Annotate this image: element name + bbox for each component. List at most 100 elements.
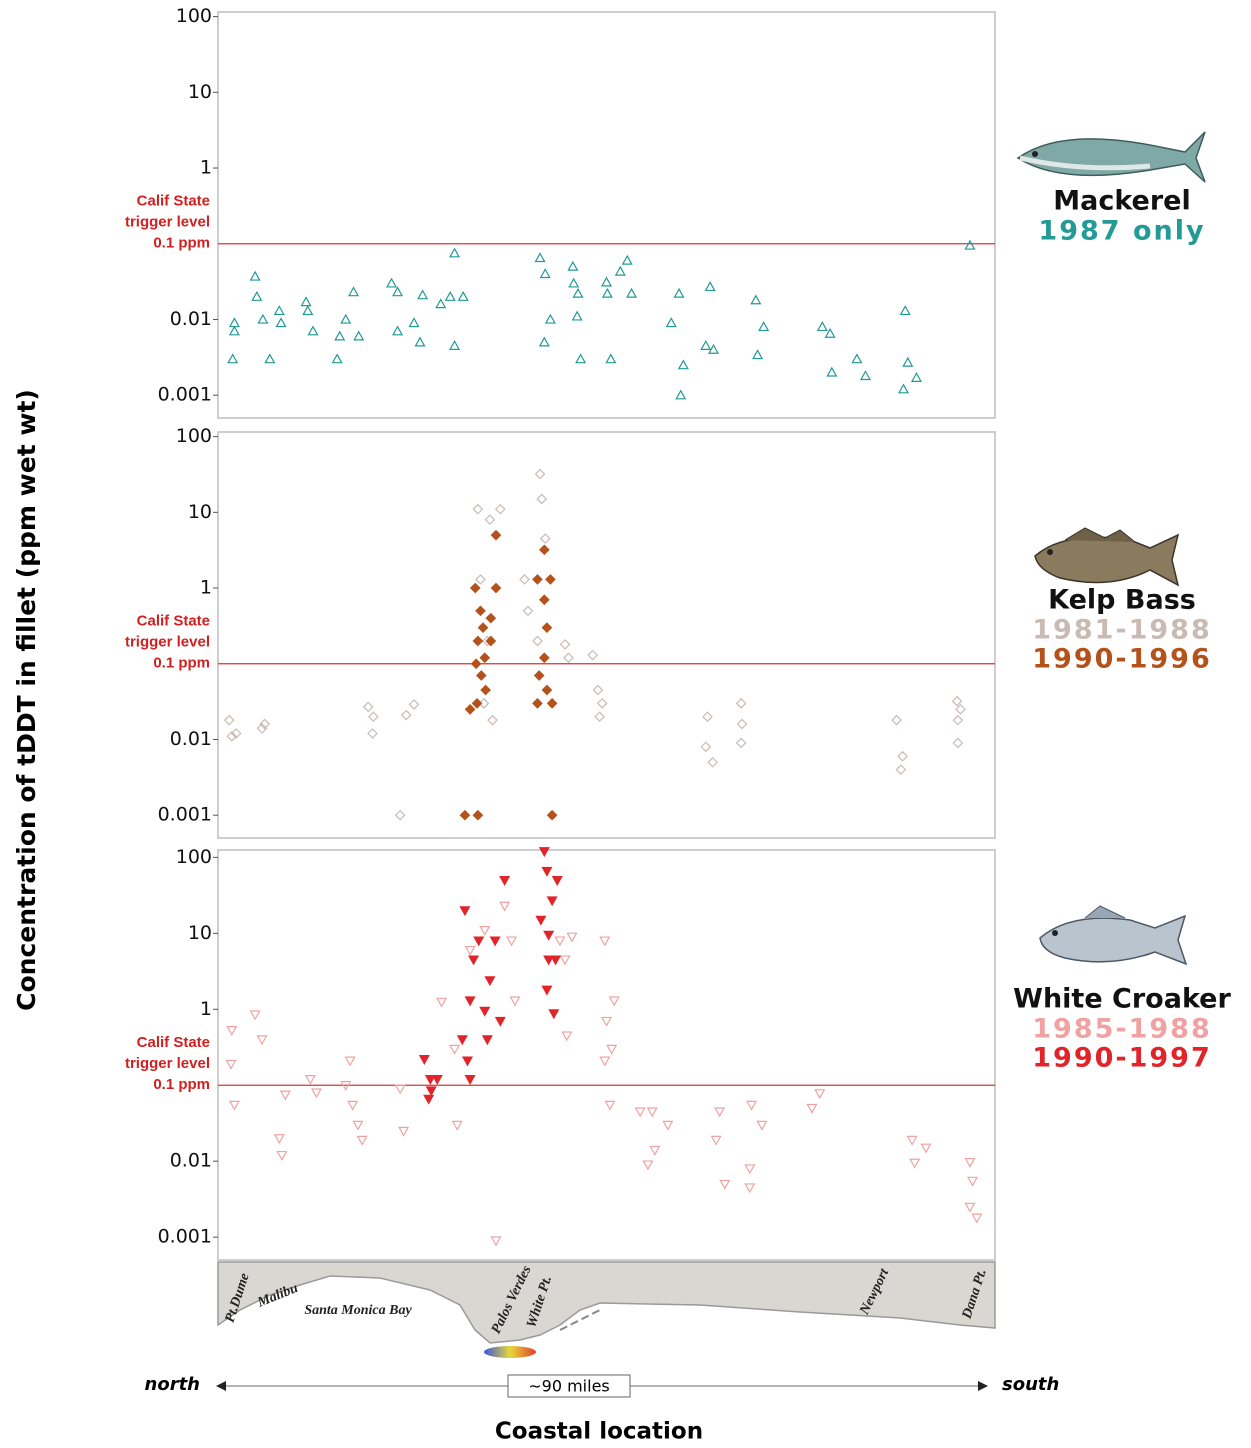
data-point bbox=[538, 594, 550, 606]
data-point bbox=[484, 976, 496, 987]
data-point bbox=[575, 353, 587, 364]
data-point bbox=[752, 349, 764, 360]
data-point bbox=[548, 1009, 560, 1020]
y-tick-label: 10 bbox=[188, 81, 212, 103]
data-point bbox=[479, 652, 491, 664]
data-point bbox=[226, 731, 238, 742]
data-point bbox=[392, 286, 404, 297]
data-point bbox=[230, 728, 242, 739]
data-point bbox=[227, 353, 239, 364]
trigger-label: 0.1 ppm bbox=[153, 235, 210, 252]
data-point bbox=[541, 985, 553, 996]
trigger-label: trigger level bbox=[125, 214, 210, 231]
data-point bbox=[566, 932, 578, 943]
data-point bbox=[559, 955, 571, 966]
series-points bbox=[418, 847, 563, 1105]
data-point bbox=[522, 605, 534, 617]
distance-box bbox=[507, 1374, 631, 1398]
data-point bbox=[475, 670, 487, 681]
plot-frame bbox=[217, 849, 996, 1261]
y-axis-label: Concentration of tDDT in fillet (ppm wet… bbox=[12, 389, 41, 1011]
data-point bbox=[394, 1084, 406, 1095]
data-point bbox=[952, 737, 964, 749]
fish-kelp-bass bbox=[1034, 527, 1180, 587]
data-point bbox=[418, 1055, 430, 1065]
data-point bbox=[347, 1100, 359, 1111]
data-point bbox=[494, 503, 506, 515]
data-point bbox=[920, 1143, 932, 1154]
plume bbox=[484, 1346, 536, 1358]
data-point bbox=[494, 1016, 506, 1027]
data-point bbox=[707, 756, 719, 768]
trigger-label: trigger level bbox=[125, 1055, 210, 1072]
series-points bbox=[225, 901, 983, 1247]
data-point bbox=[614, 265, 626, 276]
data-point bbox=[471, 698, 483, 709]
data-point bbox=[225, 1059, 237, 1070]
data-point bbox=[509, 996, 521, 1007]
data-point bbox=[604, 1100, 616, 1111]
data-point bbox=[533, 670, 545, 681]
data-point bbox=[279, 1090, 291, 1101]
data-point bbox=[599, 936, 611, 947]
data-point bbox=[735, 737, 747, 749]
x-axis-label: Coastal location bbox=[495, 1419, 703, 1445]
data-point bbox=[228, 1100, 240, 1111]
data-point bbox=[249, 270, 261, 281]
data-point bbox=[814, 1089, 826, 1100]
series-points bbox=[459, 529, 558, 821]
data-point bbox=[436, 997, 448, 1008]
data-point bbox=[824, 327, 836, 338]
data-point bbox=[910, 372, 922, 382]
data-point bbox=[340, 313, 352, 324]
data-point bbox=[710, 1135, 722, 1146]
data-point bbox=[744, 1164, 756, 1175]
data-point bbox=[806, 1103, 818, 1114]
trigger-label: 0.1 ppm bbox=[153, 655, 210, 672]
y-tick-label: 0.01 bbox=[170, 728, 212, 750]
data-point bbox=[472, 809, 484, 821]
data-point bbox=[310, 1088, 322, 1099]
data-point bbox=[621, 254, 633, 265]
data-point bbox=[626, 287, 638, 298]
data-point bbox=[449, 247, 461, 258]
trigger-label: trigger level bbox=[125, 634, 210, 651]
data-point bbox=[646, 1107, 658, 1118]
data-point bbox=[700, 340, 712, 350]
legend-entry: 1985-1988 bbox=[1032, 1014, 1212, 1045]
legend-entry: 1990-1997 bbox=[1032, 1043, 1212, 1074]
data-point bbox=[545, 574, 556, 585]
data-point bbox=[417, 289, 429, 300]
data-point bbox=[897, 383, 910, 394]
data-point bbox=[902, 356, 914, 367]
data-point bbox=[273, 1134, 285, 1145]
data-point bbox=[307, 325, 319, 336]
data-point bbox=[534, 252, 546, 263]
coastline-map bbox=[217, 1261, 996, 1344]
fish-white-croaker bbox=[1039, 905, 1188, 966]
trigger-label: Calif State bbox=[137, 613, 210, 630]
data-point bbox=[538, 544, 550, 556]
data-point bbox=[665, 317, 677, 328]
data-point bbox=[431, 1075, 443, 1085]
data-point bbox=[546, 809, 558, 821]
data-point bbox=[256, 1035, 268, 1046]
data-point bbox=[348, 286, 360, 297]
data-point bbox=[554, 936, 566, 947]
data-point bbox=[398, 1126, 410, 1137]
data-point bbox=[538, 847, 550, 858]
data-point bbox=[599, 1056, 611, 1067]
trigger-label: 0.1 ppm bbox=[153, 1076, 210, 1093]
data-point bbox=[477, 622, 489, 633]
data-point bbox=[662, 1120, 674, 1131]
data-point bbox=[464, 996, 476, 1007]
y-tick-label: 10 bbox=[188, 501, 212, 523]
data-point bbox=[485, 612, 497, 624]
legend-entry: 1987 only bbox=[1038, 216, 1205, 247]
data-point bbox=[702, 711, 713, 723]
data-point bbox=[256, 723, 268, 734]
data-point bbox=[899, 305, 911, 316]
data-point bbox=[490, 582, 502, 594]
data-point bbox=[472, 503, 484, 515]
y-tick-label: 1 bbox=[200, 577, 212, 599]
